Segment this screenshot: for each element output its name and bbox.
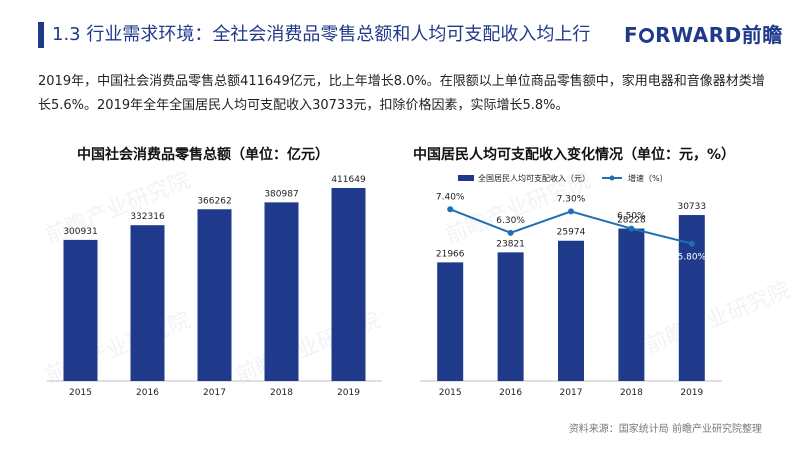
intro-paragraph: 2019年，中国社会消费品零售总额411649亿元，比上年增长8.0%。在限额以… xyxy=(38,74,765,113)
growth-point xyxy=(447,206,454,213)
left-bar-value-label: 380987 xyxy=(264,189,298,199)
right-chart-title: 中国居民人均可支配收入变化情况（单位：元，%） xyxy=(413,147,736,163)
forward-logo: F RWARD前瞻 xyxy=(624,20,782,50)
left-x-tick-label: 2016 xyxy=(136,388,159,398)
left-bar-value-label: 332316 xyxy=(130,212,165,222)
left-bar xyxy=(197,209,232,381)
title-accent-bar xyxy=(38,22,44,48)
left-bar xyxy=(63,239,98,381)
growth-value-label: 5.80% xyxy=(678,253,707,263)
right-x-tick-label: 2018 xyxy=(620,388,643,398)
growth-point xyxy=(568,208,574,215)
left-bar-value-label: 366262 xyxy=(197,196,231,206)
growth-value-label: 7.30% xyxy=(557,194,586,204)
right-bar xyxy=(618,228,645,381)
right-bar xyxy=(678,215,705,381)
right-x-tick-label: 2019 xyxy=(680,388,703,398)
growth-value-label: 7.40% xyxy=(436,192,465,202)
left-x-tick-label: 2018 xyxy=(270,388,293,398)
right-bar xyxy=(437,262,464,381)
legend-bar-label: 全国居民人均可支配收入（元） xyxy=(478,173,590,183)
left-x-tick-label: 2019 xyxy=(337,388,360,398)
page-title: 1.3 行业需求环境：全社会消费品零售总额和人均可支配收入均上行 xyxy=(52,24,591,45)
growth-point xyxy=(628,225,635,232)
right-x-tick-label: 2016 xyxy=(499,388,522,398)
growth-value-label: 6.50% xyxy=(617,212,646,222)
growth-point xyxy=(507,229,514,236)
legend-bar-swatch xyxy=(458,175,474,181)
right-bar-value-label: 30733 xyxy=(677,202,706,212)
right-bar-value-label: 25974 xyxy=(557,228,586,238)
right-x-tick-label: 2015 xyxy=(439,388,462,398)
left-bar xyxy=(264,202,299,381)
right-bar-value-label: 23821 xyxy=(496,239,525,249)
left-bar-value-label: 300931 xyxy=(63,227,97,237)
legend-line-label: 增速（%） xyxy=(628,173,668,183)
left-chart-title: 中国社会消费品零售总额（单位：亿元） xyxy=(77,147,329,163)
left-bar xyxy=(331,187,366,381)
right-bar xyxy=(558,240,584,381)
logo-letter-f: F xyxy=(624,23,639,47)
source-note: 资料来源：国家统计局 前瞻产业研究院整理 xyxy=(568,424,762,435)
right-bar xyxy=(497,252,524,381)
logo-o-icon xyxy=(639,28,655,43)
right-bar-value-label: 21966 xyxy=(436,249,465,259)
left-bar-value-label: 411649 xyxy=(331,175,366,185)
right-x-tick-label: 2017 xyxy=(560,388,583,398)
growth-value-label: 6.30% xyxy=(496,216,525,226)
left-x-tick-label: 2017 xyxy=(203,388,226,398)
left-bar xyxy=(130,225,165,381)
legend-line-marker xyxy=(609,175,615,181)
left-x-tick-label: 2015 xyxy=(69,388,92,398)
right-bar-value-label: 28228 xyxy=(617,216,646,226)
growth-point xyxy=(688,240,695,247)
logo-letters: RWARD xyxy=(655,23,742,47)
logo-cn: 前瞻 xyxy=(741,23,783,47)
